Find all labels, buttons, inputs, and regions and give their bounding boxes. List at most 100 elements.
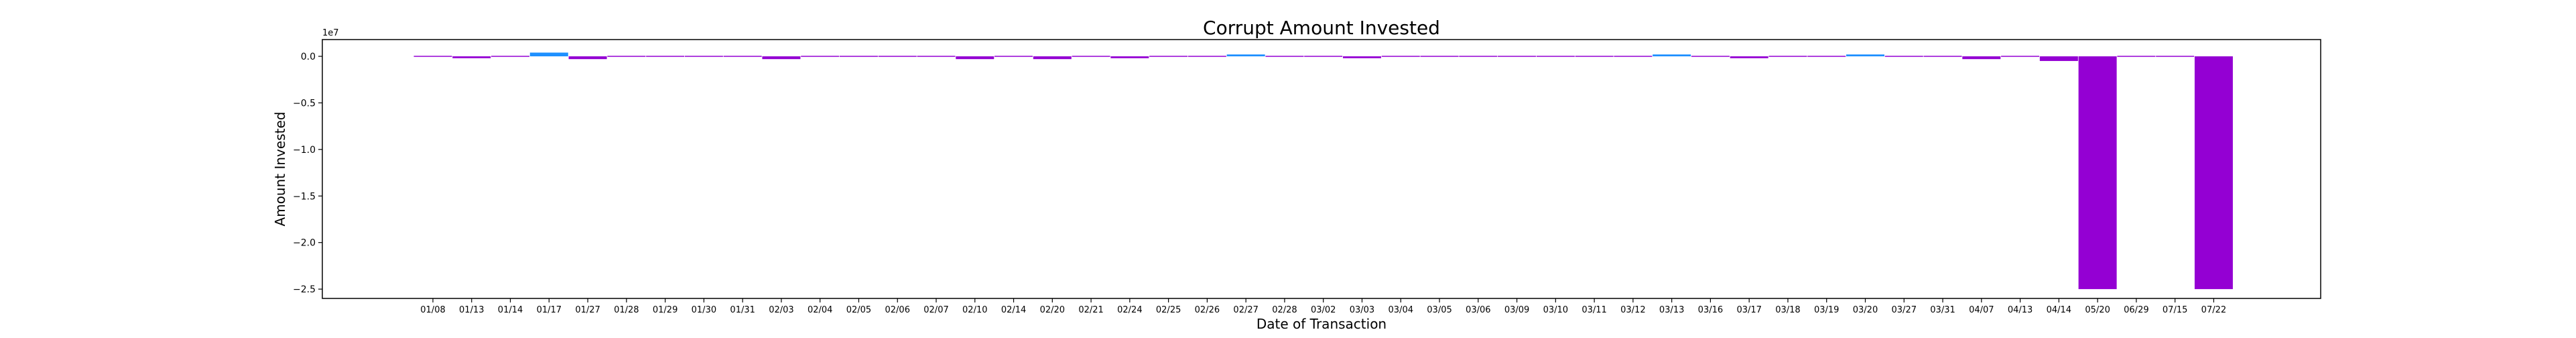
bar (878, 56, 917, 57)
x-tick-label: 03/10 (1543, 305, 1568, 315)
plot-frame (322, 39, 2321, 299)
x-tick-label: 03/13 (1659, 305, 1684, 315)
bar (1730, 56, 1768, 58)
bar (2117, 56, 2156, 57)
x-tick-label: 03/11 (1582, 305, 1606, 315)
bar (801, 56, 840, 57)
bar (1536, 56, 1575, 57)
y-tick-label: −1.5 (293, 191, 316, 202)
x-tick-label: 02/03 (769, 305, 793, 315)
x-axis-label: Date of Transaction (1257, 316, 1387, 332)
bar (1498, 56, 1537, 57)
bar (1304, 56, 1343, 57)
bar (956, 56, 994, 60)
x-tick-label: 02/20 (1040, 305, 1065, 315)
x-tick-label: 03/12 (1620, 305, 1645, 315)
x-tick-label: 02/24 (1117, 305, 1142, 315)
bar (1033, 56, 1072, 60)
y-axis-label: Amount Invested (272, 112, 288, 227)
bar (1768, 56, 1807, 57)
bar (1187, 56, 1226, 57)
x-tick-label: 03/09 (1504, 305, 1529, 315)
bar (1110, 56, 1149, 58)
bar (452, 56, 491, 58)
x-tick-label: 03/02 (1311, 305, 1336, 315)
bar (646, 56, 685, 57)
bar (607, 56, 646, 57)
x-tick-label: 01/17 (537, 305, 562, 315)
bar (413, 56, 452, 57)
x-tick-label: 03/16 (1698, 305, 1723, 315)
x-tick-label: 01/14 (498, 305, 523, 315)
x-tick-label: 02/25 (1156, 305, 1181, 315)
x-tick-label: 02/04 (808, 305, 832, 315)
bar (1884, 56, 1923, 57)
x-tick-label: 03/06 (1466, 305, 1490, 315)
x-tick-label: 02/26 (1195, 305, 1220, 315)
x-tick-label: 01/30 (692, 305, 716, 315)
bar (1226, 54, 1265, 56)
bar (1381, 56, 1420, 57)
x-tick-label: 01/27 (575, 305, 600, 315)
bar (839, 56, 878, 57)
y-ticks-group: 0.0 −0.5 −1.0 −1.5 −2.0 −2.5 (293, 52, 322, 295)
y-tick-label: −0.5 (293, 98, 316, 109)
bar (568, 56, 607, 60)
x-tick-label: 03/04 (1389, 305, 1413, 315)
x-tick-label: 07/22 (2201, 305, 2226, 315)
chart-title: Corrupt Amount Invested (1203, 17, 1440, 39)
x-tick-label: 02/07 (923, 305, 948, 315)
x-tick-label: 03/31 (1930, 305, 1955, 315)
x-tick-label: 04/14 (2047, 305, 2071, 315)
bar (529, 52, 568, 56)
y-axis-multiplier: 1e7 (322, 28, 339, 38)
x-tick-label: 04/07 (1969, 305, 1994, 315)
x-tick-label: 03/03 (1350, 305, 1374, 315)
x-tick-label: 03/05 (1427, 305, 1452, 315)
bar (1614, 56, 1653, 57)
bar (917, 56, 956, 57)
x-tick-label: 07/15 (2163, 305, 2187, 315)
bar (1265, 56, 1304, 57)
y-tick-label: −1.0 (293, 145, 316, 156)
bar (2156, 56, 2195, 57)
bar (762, 56, 801, 60)
bar (1420, 56, 1459, 57)
bar (1691, 56, 1730, 57)
bar (1149, 56, 1188, 57)
bar (2078, 56, 2117, 290)
bars-group (413, 52, 2233, 290)
bar (1807, 56, 1846, 57)
x-tick-label: 01/31 (730, 305, 755, 315)
bar (1575, 56, 1614, 57)
x-ticks-group: 01/08 01/13 01/14 01/17 01/27 01/28 01/29 01/30… (420, 298, 2226, 315)
x-tick-label: 03/20 (1853, 305, 1878, 315)
x-tick-label: 01/28 (614, 305, 639, 315)
bar (723, 56, 762, 57)
x-tick-label: 01/29 (653, 305, 678, 315)
bar (1923, 56, 1962, 57)
bar (2039, 56, 2078, 61)
x-tick-label: 01/08 (420, 305, 445, 315)
x-tick-label: 06/29 (2124, 305, 2148, 315)
x-tick-label: 03/17 (1736, 305, 1761, 315)
bar (1072, 56, 1110, 57)
bar (2001, 56, 2040, 57)
x-tick-label: 02/28 (1272, 305, 1297, 315)
x-tick-label: 01/13 (459, 305, 484, 315)
x-tick-label: 02/14 (1001, 305, 1026, 315)
x-tick-label: 02/05 (846, 305, 871, 315)
x-tick-label: 02/10 (962, 305, 987, 315)
bar (1459, 56, 1498, 57)
bar (1962, 56, 2001, 60)
x-tick-label: 03/19 (1814, 305, 1839, 315)
x-tick-label: 02/21 (1078, 305, 1103, 315)
y-tick-label: 0.0 (301, 52, 316, 62)
bar (994, 56, 1033, 57)
x-tick-label: 03/27 (1892, 305, 1917, 315)
x-tick-label: 05/20 (2085, 305, 2110, 315)
bar (1342, 56, 1381, 58)
x-tick-label: 04/13 (2008, 305, 2033, 315)
